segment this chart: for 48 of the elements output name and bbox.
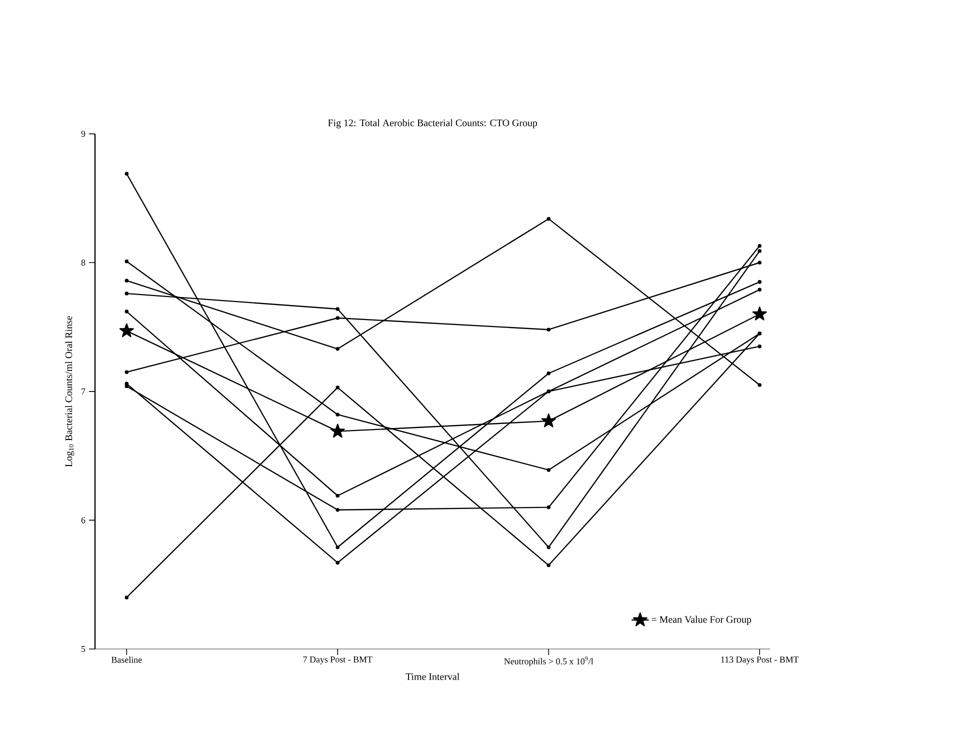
point xyxy=(541,413,556,428)
point xyxy=(124,172,129,176)
point xyxy=(758,383,762,387)
point xyxy=(758,260,762,265)
x-tick-label: 113 Days Post - BMT xyxy=(721,656,799,664)
point xyxy=(124,259,129,264)
point xyxy=(330,424,345,438)
point xyxy=(546,545,551,550)
y-tick-label: 9 xyxy=(81,130,86,137)
x-tick-label: Neutrophils > 0.5 x 10$^{9}$/l xyxy=(504,656,594,666)
point xyxy=(758,288,762,292)
point xyxy=(336,560,340,565)
point xyxy=(758,244,762,248)
point xyxy=(546,505,551,510)
point xyxy=(124,292,129,296)
point xyxy=(546,216,551,221)
point xyxy=(124,310,129,314)
point xyxy=(124,278,129,283)
point xyxy=(758,344,762,348)
legend-label: = Mean Value For Group xyxy=(652,616,752,625)
x-tick-label: Baseline xyxy=(111,656,142,663)
y-tick-label: 6 xyxy=(81,517,86,524)
point xyxy=(336,545,340,550)
y-axis-title: Log$_{10}$ Bacterial Counts/ml Oral Rinse xyxy=(65,316,74,467)
point xyxy=(336,494,340,498)
point xyxy=(758,280,762,284)
y-tick-label: 5 xyxy=(82,646,86,652)
chart-title: Fig 12: Total Aerobic Bacterial Counts: CTO Group xyxy=(328,119,538,128)
point xyxy=(336,508,340,512)
point xyxy=(336,316,340,320)
point xyxy=(124,370,129,374)
point xyxy=(546,328,551,332)
point xyxy=(336,412,340,416)
x-axis-title: Time Interval xyxy=(406,673,460,680)
point xyxy=(546,371,551,376)
point xyxy=(546,563,551,568)
x-tick-label: 7 Days Post - BMT xyxy=(303,656,372,664)
point xyxy=(124,596,129,600)
point xyxy=(124,384,129,388)
point xyxy=(758,249,762,253)
point xyxy=(336,386,340,390)
point xyxy=(752,306,767,320)
point xyxy=(336,307,340,311)
point xyxy=(546,468,551,472)
y-tick-label: 7 xyxy=(82,388,86,394)
y-tick-label: 8 xyxy=(81,260,86,266)
point xyxy=(336,347,340,351)
point xyxy=(119,323,134,338)
